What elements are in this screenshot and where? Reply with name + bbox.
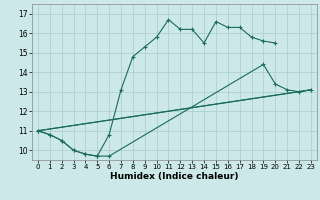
X-axis label: Humidex (Indice chaleur): Humidex (Indice chaleur)	[110, 172, 239, 181]
